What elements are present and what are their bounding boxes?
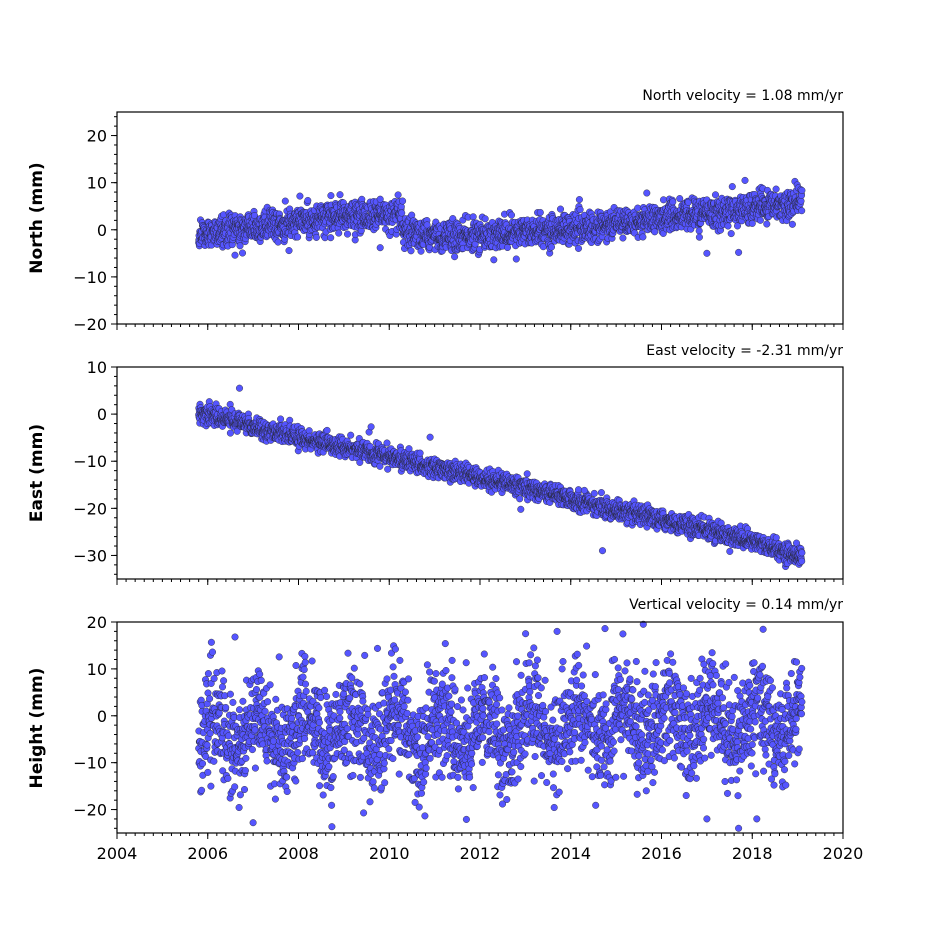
east-point: [523, 470, 531, 478]
north-point: [576, 206, 584, 214]
north-point: [639, 233, 647, 241]
north-point: [312, 233, 320, 241]
north-point: [238, 249, 246, 257]
y-tick-label: −10: [73, 268, 107, 287]
north-outlier-point: [231, 251, 239, 259]
north-point: [756, 216, 764, 224]
north-point: [660, 196, 668, 204]
east-point: [516, 495, 524, 503]
north-point: [335, 229, 343, 237]
east-point: [597, 489, 605, 497]
north-point: [399, 197, 407, 205]
east-point: [226, 429, 234, 437]
north-point: [281, 197, 289, 205]
north-point: [304, 196, 312, 204]
east-point: [575, 486, 583, 494]
east-point: [726, 547, 734, 555]
north-point: [676, 195, 684, 203]
north-point: [407, 247, 415, 255]
north-point: [695, 233, 703, 241]
north-point: [728, 183, 736, 191]
north-point: [575, 196, 583, 204]
east-point: [286, 416, 294, 424]
north-point: [643, 189, 651, 197]
north-point: [772, 185, 780, 193]
east-point: [590, 489, 598, 497]
north-outlier-point: [376, 244, 384, 252]
north-point: [557, 205, 565, 213]
east-point: [347, 431, 355, 439]
north-point: [741, 176, 749, 184]
north-point: [651, 228, 659, 236]
north-point: [274, 238, 282, 246]
north-outlier-point: [512, 255, 520, 263]
north-point: [712, 191, 720, 199]
north-point: [575, 244, 583, 252]
north-point: [536, 208, 544, 216]
y-tick-label: 20: [87, 127, 107, 146]
north-point: [469, 213, 477, 221]
y-tick-label: −20: [73, 315, 107, 334]
east-points: [195, 384, 806, 571]
north-point: [748, 219, 756, 227]
north-point: [236, 242, 244, 250]
north-point: [296, 192, 304, 200]
north-point: [490, 256, 498, 264]
east-point: [383, 439, 391, 447]
north-outlier-point: [703, 249, 711, 257]
y-tick-label: 10: [87, 174, 107, 193]
north-points: [195, 176, 806, 264]
north-point: [344, 230, 352, 238]
north-point: [294, 233, 302, 241]
north-point: [798, 207, 806, 215]
north-point: [798, 186, 806, 194]
north-point: [619, 234, 627, 242]
north-point: [508, 211, 516, 219]
north-point: [763, 220, 771, 228]
north-point: [327, 192, 335, 200]
north-point: [285, 247, 293, 255]
north-point: [451, 253, 459, 261]
north-point: [327, 234, 335, 242]
north-point: [788, 220, 796, 228]
north-velocity-title: North velocity = 1.08 mm/yr: [642, 88, 843, 104]
north-point: [417, 247, 425, 255]
north-point: [481, 215, 489, 223]
north-point: [669, 198, 677, 206]
north-point: [397, 203, 405, 211]
east-point: [416, 449, 424, 457]
north-point: [336, 191, 344, 199]
north-ylabel: North (mm): [27, 162, 47, 273]
north-point: [724, 222, 732, 230]
y-tick-label: 0: [97, 221, 107, 240]
east-point: [772, 534, 780, 542]
north-outlier-point: [735, 248, 743, 256]
east-point: [277, 415, 285, 423]
north-point: [504, 243, 512, 251]
north-point: [548, 243, 556, 251]
north-point: [695, 227, 703, 235]
north-point: [398, 209, 406, 217]
north-point: [423, 221, 431, 229]
north-outlier-point: [376, 195, 384, 203]
east-point: [323, 426, 331, 434]
north-point: [727, 230, 735, 238]
north-point: [394, 191, 402, 199]
